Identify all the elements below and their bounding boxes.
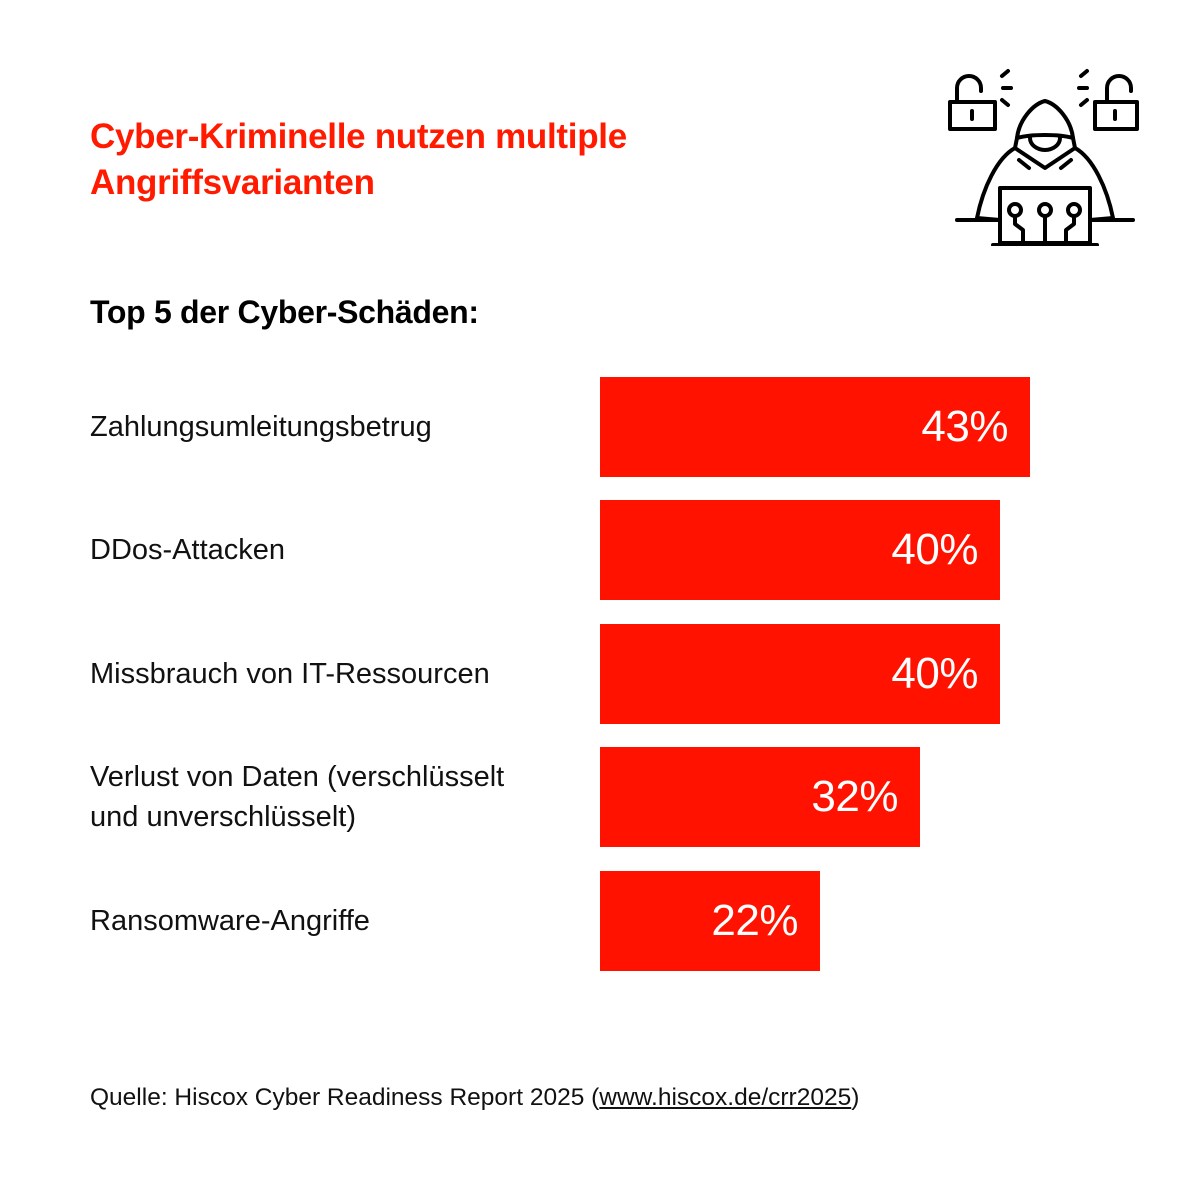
bar: 40% <box>600 500 1000 600</box>
bar-row: Zahlungsumleitungsbetrug 43% <box>0 377 1200 477</box>
bar-label: Missbrauch von IT-Ressourcen <box>90 658 490 690</box>
bar-label: Ransomware-Angriffe <box>90 905 370 937</box>
hacker-laptop-icon <box>948 69 1139 246</box>
bar: 32% <box>600 747 920 847</box>
bar-value: 22% <box>711 896 798 945</box>
bar-row: Verlust von Daten (verschlüsselt und unv… <box>0 747 1200 847</box>
chart-subtitle: Top 5 der Cyber-Schäden: <box>90 294 479 330</box>
bar: 40% <box>600 624 1000 724</box>
source-suffix: ) <box>851 1084 860 1111</box>
source-text: Quelle: Hiscox Cyber Readiness Report 20… <box>90 1084 600 1111</box>
bar-value: 43% <box>921 402 1008 451</box>
source-note: Quelle: Hiscox Cyber Readiness Report 20… <box>90 1084 859 1112</box>
source-link[interactable]: www.hiscox.de/crr2025 <box>599 1084 852 1111</box>
bar-row: Ransomware-Angriffe 22% <box>0 871 1200 971</box>
bar-label: Verlust von Daten (verschlüsselt und unv… <box>90 761 505 833</box>
bar-value: 32% <box>811 772 898 821</box>
bar: 43% <box>600 377 1030 477</box>
bar-label: Zahlungsumleitungsbetrug <box>90 411 432 443</box>
chart-title: Cyber-Kriminelle nutzen multiple Angriff… <box>90 117 627 202</box>
bar-row: DDos-Attacken 40% <box>0 500 1200 600</box>
bar-label: DDos-Attacken <box>90 534 286 566</box>
bar-value: 40% <box>891 649 978 698</box>
bar: 22% <box>600 871 820 971</box>
bar-value: 40% <box>891 525 978 574</box>
bar-row: Missbrauch von IT-Ressourcen 40% <box>0 624 1200 724</box>
